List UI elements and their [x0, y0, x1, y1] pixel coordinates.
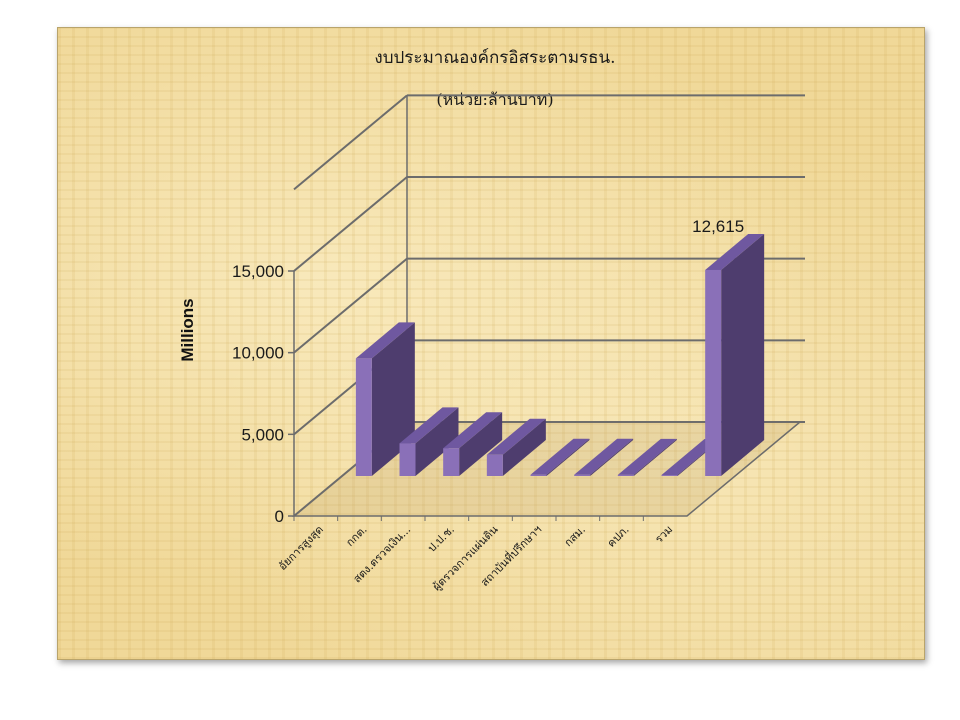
chart-frame: งบประมาณองค์กรอิสระตามรธน. (หน่วย:ล้านบา… — [57, 27, 925, 660]
bar — [574, 474, 591, 476]
bar — [705, 269, 722, 476]
bar-side — [502, 418, 546, 476]
y-axis-ticks: 0 5,000 10,000 15,000 — [232, 262, 294, 526]
x-tick-label: อัยการสูงสุด — [276, 523, 326, 573]
chart-subtitle: (หน่วย:ล้านบาท) — [436, 90, 553, 109]
bar-top — [443, 412, 503, 449]
y-tick-label: 5,000 — [241, 425, 284, 444]
data-labels: 12,615 — [692, 217, 744, 236]
gridline-side — [293, 94, 408, 191]
y-tick-label: 10,000 — [232, 344, 284, 363]
bar-top — [355, 322, 415, 359]
x-tick-label: กสม. — [562, 523, 588, 549]
bar-top — [574, 438, 634, 475]
chart-svg: งบประมาณองค์กรอิสระตามรธน. (หน่วย:ล้านบา… — [178, 48, 805, 593]
bar-side — [546, 438, 590, 476]
y-tick-label: 0 — [275, 507, 284, 526]
bar — [530, 474, 547, 476]
bar-top — [617, 438, 677, 475]
bar-side — [371, 322, 415, 476]
bar-side — [633, 438, 677, 476]
bar-top — [530, 438, 590, 475]
bar-side — [721, 233, 765, 476]
bar — [399, 443, 416, 476]
gridline-side — [293, 257, 408, 354]
bar — [661, 475, 678, 476]
bar-top — [399, 407, 459, 444]
x-tick-label: ป.ป.ช. — [425, 523, 457, 555]
bar — [486, 454, 503, 476]
bar — [617, 474, 634, 476]
chart-title: งบประมาณองค์กรอิสระตามรธน. — [374, 48, 615, 68]
bar-top — [705, 233, 765, 270]
bars — [355, 233, 765, 476]
bar — [355, 358, 372, 476]
bar-side — [459, 412, 503, 476]
data-label: 12,615 — [692, 217, 744, 236]
bar — [443, 448, 460, 476]
bar-side — [590, 438, 634, 476]
x-tick-label: คปภ. — [605, 523, 632, 550]
x-tick-label: รวม — [652, 523, 675, 546]
x-axis-labels: อัยการสูงสุด กกต.สตง.ตรวจเงิน... ป.ป.ช.ผู้… — [276, 516, 675, 593]
y-tick-label: 15,000 — [232, 262, 284, 281]
y-axis-label: Millions — [178, 298, 197, 361]
gridline-side — [293, 176, 408, 272]
x-tick-label: กกต. — [343, 523, 369, 549]
bar-side — [415, 407, 459, 476]
bar-top — [486, 418, 546, 455]
